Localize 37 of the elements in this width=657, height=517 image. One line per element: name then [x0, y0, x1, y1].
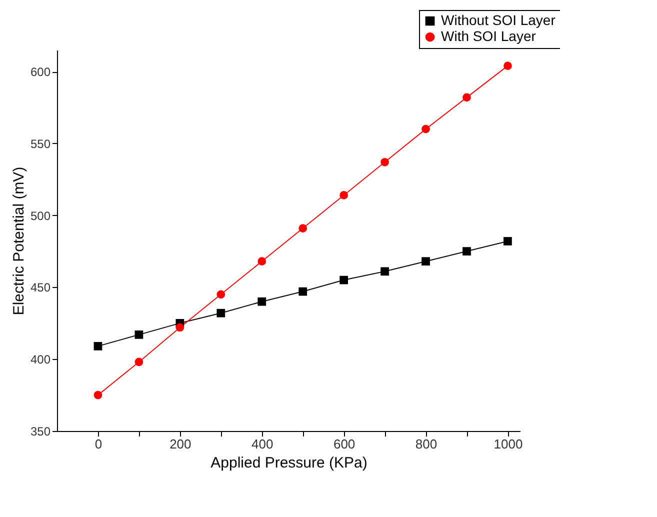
point — [216, 290, 226, 299]
x-axis-title: Applied Pressure (KPa) — [210, 454, 368, 472]
point — [258, 297, 266, 306]
x-tick-label: 400 — [252, 436, 274, 452]
point — [462, 247, 471, 256]
point — [422, 257, 430, 266]
point — [504, 237, 512, 246]
point — [216, 308, 226, 318]
point — [340, 276, 348, 284]
y-tick-label: 450 — [30, 280, 51, 295]
x-tick-label: 800 — [415, 436, 438, 452]
point — [134, 330, 144, 339]
point — [94, 390, 102, 400]
point — [380, 158, 389, 166]
point — [462, 93, 471, 102]
y-tick-label: 500 — [30, 208, 51, 223]
point — [298, 224, 308, 232]
point — [340, 191, 348, 200]
x-tick-label: 200 — [170, 436, 192, 452]
point — [504, 62, 512, 70]
point — [94, 342, 102, 350]
y-tick-label: 600 — [30, 65, 51, 80]
y-axis-title: Electric Potential (mV) — [10, 166, 28, 316]
legend-label: Without SOI Layer — [441, 12, 556, 28]
x-tick-label: 1000 — [494, 436, 523, 452]
y-tick-label: 550 — [30, 136, 51, 151]
point — [298, 287, 308, 296]
point — [134, 358, 144, 366]
point — [258, 257, 266, 266]
x-tick-label: 0 — [94, 436, 102, 452]
point — [380, 267, 389, 276]
legend-label: With SOI Layer — [441, 28, 536, 44]
point — [422, 124, 430, 134]
point — [176, 323, 184, 332]
y-tick-label: 400 — [30, 352, 51, 367]
x-tick-label: 600 — [333, 436, 356, 452]
y-tick-label: 350 — [30, 424, 51, 438]
